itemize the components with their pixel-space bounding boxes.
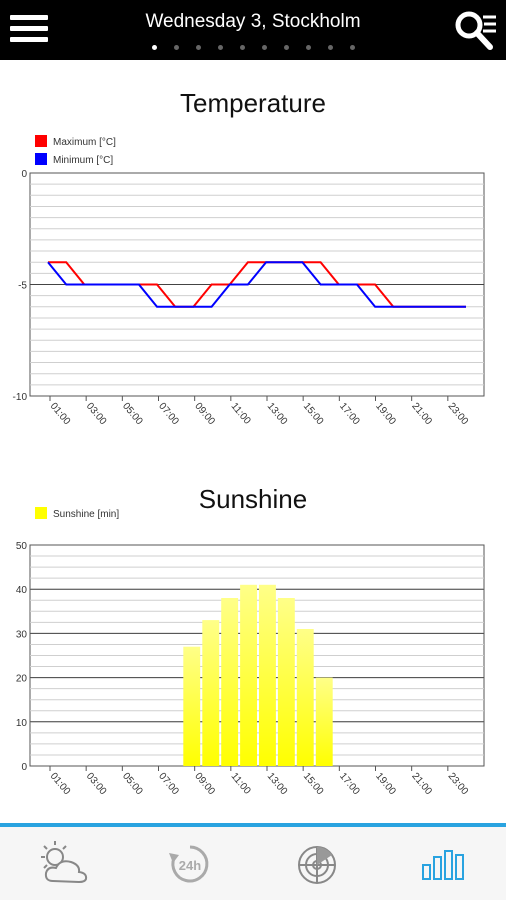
page-dot — [217, 45, 223, 50]
series-line-minimum — [47, 261, 466, 308]
x-tick-label: 07:00 — [156, 401, 181, 428]
sunshine-bar — [202, 620, 220, 766]
y-tick-label: -10 — [13, 392, 28, 403]
hamburger-line — [10, 26, 48, 31]
sunshine-chart: Sunshine 0 10 20 30 40 50 01:00 03:00 05:00 07:00… — [0, 440, 506, 820]
page-title: Wednesday 3, Stockholm — [145, 11, 361, 32]
temperature-chart: Temperature 0 -5 -10 01:00 03:00 05:00 07:00 09… — [0, 60, 506, 440]
temperature-chart-title: Temperature — [180, 88, 326, 118]
sunshine-chart-svg: 0 10 20 30 40 50 01:00 03:00 05:00 07:00 09:00 11:0… — [16, 507, 485, 798]
sunshine-bar — [315, 677, 333, 766]
bar-chart-icon — [422, 850, 464, 880]
sunshine-bar — [183, 646, 201, 766]
page-dot — [349, 45, 355, 50]
x-tick-label: 05:00 — [120, 401, 145, 428]
temperature-chart-svg: 0 -5 -10 01:00 03:00 05:00 07:00 09:00 11:00 13:0… — [13, 135, 485, 428]
partly-cloudy-icon — [41, 841, 88, 884]
x-tick-label: 21:00 — [409, 771, 434, 798]
24h-clock-icon: 24h — [169, 845, 209, 883]
y-tick-label: 40 — [16, 585, 28, 596]
page-dot — [261, 45, 267, 50]
x-tick-label: 09:00 — [192, 401, 217, 428]
24h-label: 24h — [179, 858, 201, 873]
x-tick-label: 01:00 — [48, 401, 73, 428]
top-bar: Wednesday 3, Stockholm — [0, 0, 506, 60]
y-tick-label: 50 — [16, 541, 28, 552]
x-tick-label: 13:00 — [265, 401, 290, 428]
search-button[interactable] — [452, 8, 498, 54]
hamburger-line — [10, 37, 48, 42]
x-tick-label: 11:00 — [229, 401, 253, 427]
legend-label: Sunshine [min] — [53, 509, 119, 520]
nav-charts-button[interactable] — [414, 837, 474, 893]
y-tick-label: 10 — [16, 718, 28, 729]
sunshine-bar — [277, 598, 295, 766]
y-tick-label: 0 — [21, 169, 27, 180]
x-tick-label: 09:00 — [192, 771, 217, 798]
y-tick-label: -5 — [18, 281, 27, 292]
nav-now-button[interactable] — [33, 837, 93, 893]
page-dot — [239, 45, 245, 50]
x-tick-label: 03:00 — [84, 401, 109, 428]
page-dot — [151, 45, 157, 50]
y-tick-label: 20 — [16, 674, 28, 685]
menu-button[interactable] — [10, 12, 50, 46]
legend-label: Minimum [°C] — [53, 155, 113, 166]
sunshine-bar — [296, 629, 314, 766]
nav-24h-button[interactable]: 24h — [160, 837, 220, 893]
y-tick-label: 0 — [21, 762, 27, 773]
page-dot — [283, 45, 289, 50]
search-list-icon — [455, 11, 496, 50]
x-tick-label: 19:00 — [373, 401, 398, 428]
sunshine-bar — [240, 584, 257, 766]
x-tick-label: 01:00 — [48, 771, 73, 798]
x-tick-label: 05:00 — [120, 771, 145, 798]
x-tick-label: 15:00 — [301, 771, 326, 798]
x-tick-label: 11:00 — [229, 771, 253, 797]
sunshine-chart-title: Sunshine — [198, 484, 308, 514]
y-tick-label: 30 — [16, 629, 28, 640]
nav-radar-button[interactable] — [287, 837, 347, 893]
x-tick-label: 03:00 — [84, 771, 109, 798]
x-tick-label: 15:00 — [301, 401, 326, 428]
legend-swatch — [35, 153, 47, 165]
page-dot — [327, 45, 333, 50]
legend-swatch — [35, 507, 47, 519]
x-tick-label: 17:00 — [337, 771, 362, 798]
legend-swatch — [35, 135, 47, 147]
hamburger-menu-icon — [10, 15, 48, 20]
page-dot — [173, 45, 179, 50]
radar-icon — [298, 846, 336, 884]
sunshine-bar — [259, 584, 276, 766]
legend-label: Maximum [°C] — [53, 137, 116, 148]
bottom-nav: 24h — [0, 823, 506, 900]
x-tick-label: 17:00 — [337, 401, 362, 428]
page-dot — [195, 45, 201, 50]
x-tick-label: 21:00 — [409, 401, 434, 428]
x-tick-label: 07:00 — [156, 771, 181, 798]
x-tick-label: 19:00 — [373, 771, 398, 798]
x-tick-label: 23:00 — [446, 771, 471, 798]
x-tick-label: 13:00 — [265, 771, 290, 798]
sunshine-bar — [221, 598, 239, 766]
page-indicator — [0, 45, 506, 50]
page-dot — [305, 45, 311, 50]
x-tick-label: 23:00 — [446, 401, 471, 428]
